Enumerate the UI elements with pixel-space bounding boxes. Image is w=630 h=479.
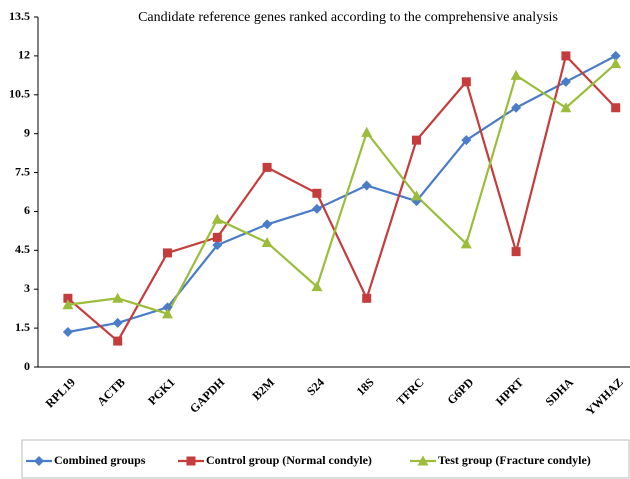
data-point [311, 203, 322, 214]
data-point [511, 247, 521, 257]
x-tick-label: B2M [249, 375, 277, 403]
data-point [511, 102, 522, 113]
data-point [162, 302, 173, 313]
data-point [211, 213, 223, 224]
data-point [112, 317, 123, 328]
data-point [461, 135, 472, 146]
x-tick-label: YWHAZ [583, 375, 626, 418]
data-point [163, 248, 172, 258]
legend-box [21, 439, 630, 479]
data-point [361, 180, 372, 191]
data-point [610, 58, 622, 69]
data-point [611, 103, 621, 113]
data-point [62, 299, 74, 310]
x-tick-label: SDHA [542, 375, 576, 409]
data-point [112, 292, 124, 303]
y-tick-label: 12 [18, 48, 30, 62]
data-point [560, 76, 571, 87]
y-tick-label: 10.5 [9, 87, 30, 101]
data-point [113, 336, 123, 346]
data-point [63, 293, 73, 303]
x-tick-label: S24 [304, 375, 327, 398]
data-point [312, 188, 322, 198]
y-tick-label: 6 [24, 203, 30, 217]
x-tick-label: PGK1 [145, 375, 178, 408]
y-tick-label: 3 [24, 281, 30, 295]
data-point [62, 327, 73, 337]
data-point [212, 240, 223, 251]
data-point [162, 308, 173, 319]
data-point [212, 232, 222, 242]
data-point [510, 69, 522, 80]
series-line [67, 53, 617, 343]
data-point [262, 219, 273, 230]
chart-title: Candidate reference genes ranked accordi… [138, 10, 558, 25]
y-tick-label: 0 [24, 359, 30, 373]
data-point [261, 237, 273, 248]
data-point [461, 77, 471, 87]
series-line [67, 54, 617, 334]
x-tick-label: ACTB [94, 375, 127, 408]
data-point [262, 162, 272, 172]
x-tick-label: G6PD [444, 375, 476, 407]
x-tick-label: GAPDH [187, 375, 228, 416]
data-point [361, 126, 373, 137]
y-tick-label: 9 [24, 125, 30, 139]
legend-label: Test group (Fracture condyle) [438, 453, 591, 467]
y-tick-label: 4.5 [15, 242, 30, 256]
data-point [561, 51, 571, 61]
data-point [311, 281, 323, 292]
data-point [362, 293, 372, 303]
legend-label: Combined groups [54, 453, 146, 467]
x-tick-label: 18S [354, 375, 377, 398]
legend-marker [417, 455, 429, 466]
data-point [610, 50, 621, 61]
x-tick-label: TFRC [394, 375, 427, 408]
y-tick-label: 7.5 [15, 164, 30, 178]
series-line [67, 62, 617, 316]
x-tick-label: HPRT [493, 375, 526, 408]
legend-label: Control group (Normal condyle) [206, 453, 372, 467]
x-tick-label: RPL19 [43, 375, 78, 410]
data-point [411, 190, 422, 201]
legend-marker [186, 456, 196, 466]
data-point [412, 135, 421, 145]
y-tick-label: 13.5 [9, 9, 30, 23]
y-tick-label: 1.5 [15, 320, 30, 334]
legend-marker [34, 456, 44, 466]
data-point [560, 102, 572, 113]
data-point [460, 238, 472, 249]
